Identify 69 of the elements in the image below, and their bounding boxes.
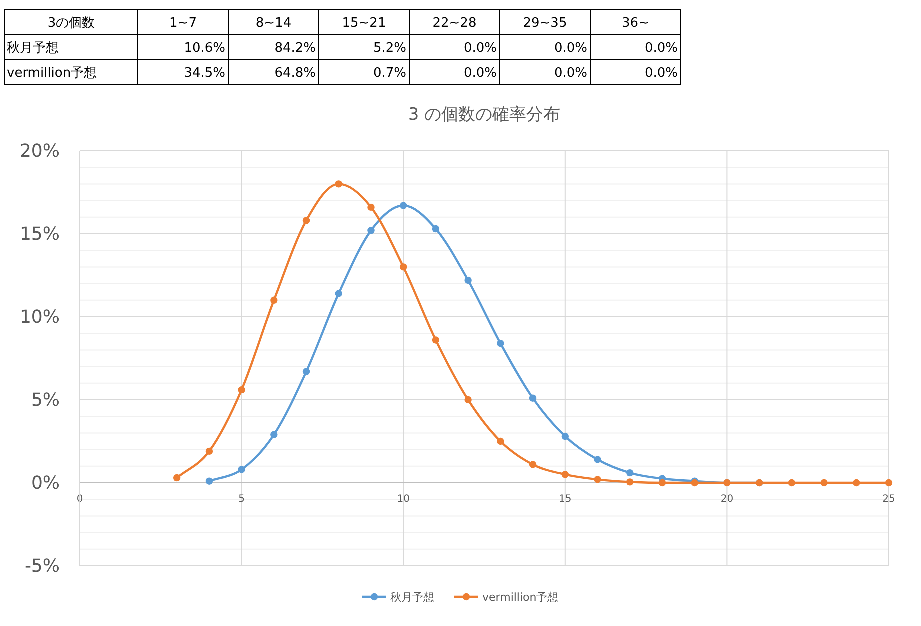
category-label: 1~7 (170, 16, 197, 31)
y-tick-label: -5% (24, 556, 60, 577)
y-tick-label: 10% (20, 307, 60, 328)
point (820, 479, 828, 487)
text: 3の個数 (48, 16, 96, 31)
category-label: 15~21 (342, 16, 386, 31)
data-label: 84.2% (274, 41, 316, 56)
point (238, 386, 246, 394)
y-tick-label: 5% (31, 390, 60, 411)
point (594, 476, 602, 484)
y-tick-label: 15% (20, 224, 60, 245)
point (464, 276, 472, 284)
chart-title: 3 の個数の確率分布 (408, 105, 561, 125)
point (562, 471, 569, 478)
legend-label: vermillion予想 (482, 591, 559, 604)
point (594, 456, 602, 464)
point (562, 432, 569, 440)
category-label: 29~35 (523, 16, 568, 31)
data-label: 5.2% (373, 41, 406, 56)
point (432, 225, 440, 233)
data-label: 34.5% (184, 66, 226, 81)
data-label: 10.6% (184, 41, 226, 56)
point (885, 479, 893, 487)
point (173, 474, 181, 482)
data-label: 0.0% (644, 66, 678, 81)
legend-label: 秋月予想 (390, 591, 434, 604)
x-tick-label: 5 (238, 494, 245, 505)
point (529, 394, 537, 402)
point (335, 180, 342, 188)
text: vermillion予想 (7, 66, 98, 81)
category-label: 36~ (622, 16, 650, 31)
point (335, 290, 342, 298)
point (853, 479, 860, 487)
data-label: 64.8% (274, 66, 316, 81)
point (368, 204, 375, 212)
data-label: 0.0% (554, 41, 588, 56)
point (368, 227, 375, 234)
data-label: 0.0% (464, 66, 497, 81)
point (238, 466, 246, 474)
x-tick-label: 20 (720, 494, 734, 505)
point (432, 336, 440, 344)
point (270, 431, 278, 438)
data-label: 0.0% (554, 66, 588, 81)
point (788, 479, 796, 487)
point (626, 478, 634, 486)
point (270, 296, 278, 304)
point (626, 469, 634, 477)
point (400, 202, 408, 210)
x-tick-label: 15 (559, 494, 572, 505)
point (464, 396, 472, 404)
point (658, 479, 666, 487)
data-label: 0.0% (464, 41, 497, 56)
y-tick-label: 0% (31, 473, 60, 494)
point (529, 461, 537, 468)
x-tick-label: 10 (397, 494, 410, 505)
text: 秋月予想 (7, 41, 59, 56)
category-label: 8~14 (256, 16, 292, 31)
point (497, 340, 504, 348)
point (302, 217, 310, 224)
category-label: 22~28 (432, 16, 477, 31)
y-tick-label: 20% (20, 141, 60, 162)
point (400, 264, 408, 271)
data-label: 0.0% (644, 41, 678, 56)
point (206, 478, 214, 485)
x-tick-label: 25 (882, 494, 896, 505)
data-label: 0.7% (373, 66, 406, 81)
point (497, 438, 504, 446)
point (206, 448, 214, 456)
point (302, 368, 310, 376)
